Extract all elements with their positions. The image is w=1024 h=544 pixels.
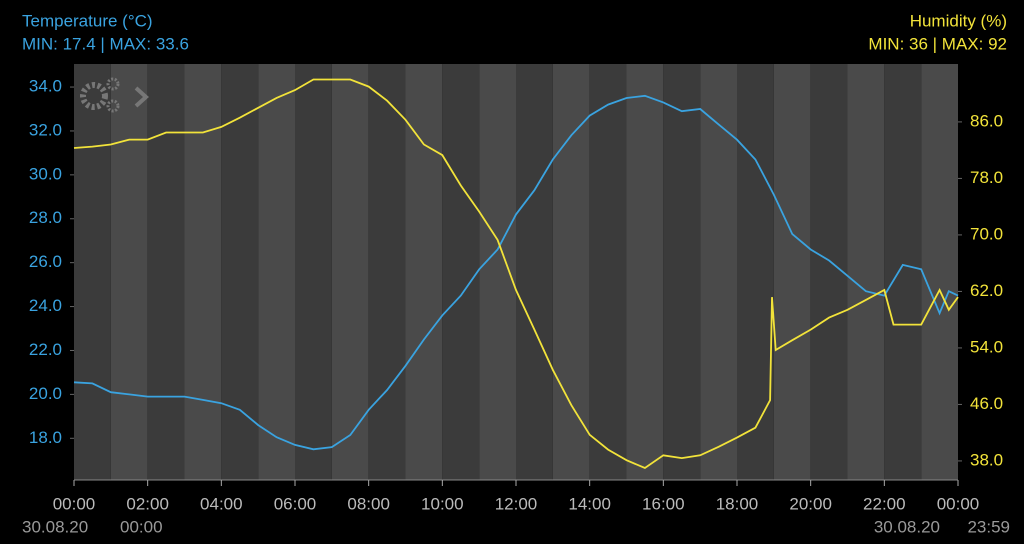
y-tick-label: 18.0: [29, 428, 62, 447]
hour-stripe: [737, 64, 774, 480]
y-tick-label: 24.0: [29, 296, 62, 315]
y2-tick-label: 78.0: [970, 168, 1003, 187]
hour-stripe: [184, 64, 222, 480]
y-tick-label: 28.0: [29, 208, 62, 227]
data-line: [73, 94, 959, 451]
hour-stripe: [847, 64, 885, 480]
hour-stripe: [921, 64, 958, 480]
range-start-time: 00:00: [120, 517, 163, 536]
y2-tick-label: 54.0: [970, 337, 1003, 356]
right-axis-stats: MIN: 36 | MAX: 92: [868, 34, 1007, 53]
right-axis-title: Humidity (%): [910, 11, 1007, 30]
hour-stripe: [552, 64, 590, 480]
y2-tick-label: 46.0: [970, 394, 1003, 413]
hour-stripe: [368, 64, 406, 480]
settings-icon[interactable]: [80, 77, 149, 113]
hour-stripe: [479, 64, 516, 480]
x-tick-label: 18:00: [716, 494, 759, 513]
hour-stripe: [773, 64, 811, 480]
x-tick-label: 02:00: [126, 494, 169, 513]
y2-tick-label: 70.0: [970, 224, 1003, 243]
hour-stripe: [700, 64, 737, 480]
hour-stripe: [810, 64, 848, 480]
x-tick-label: 14:00: [568, 494, 611, 513]
hour-stripe: [295, 64, 332, 480]
range-end-time: 23:59: [967, 517, 1010, 536]
data-line: [73, 78, 959, 470]
gear: [80, 82, 108, 110]
hour-stripe: [331, 64, 369, 480]
x-tick-label: 10:00: [421, 494, 464, 513]
range-start-date: 30.08.20: [22, 517, 88, 536]
hour-stripe: [589, 64, 627, 480]
range-end-date: 30.08.20: [874, 517, 940, 536]
hour-stripe: [405, 64, 443, 480]
gear: [106, 77, 120, 91]
x-tick-label: 04:00: [200, 494, 243, 513]
y-tick-label: 30.0: [29, 164, 62, 183]
x-tick-label: 06:00: [274, 494, 317, 513]
hour-stripe: [110, 64, 148, 480]
hour-stripe: [663, 64, 701, 480]
y2-tick-label: 38.0: [970, 450, 1003, 469]
y-tick-label: 20.0: [29, 384, 62, 403]
gear: [106, 99, 120, 113]
hour-stripe: [147, 64, 185, 480]
y-tick-label: 34.0: [29, 77, 62, 96]
y2-tick-label: 62.0: [970, 281, 1003, 300]
hour-stripe: [626, 64, 664, 480]
y-tick-label: 26.0: [29, 252, 62, 271]
stripes: [74, 64, 958, 480]
x-tick-label: 20:00: [789, 494, 832, 513]
x-tick-label: 00:00: [937, 494, 980, 513]
x-tick-label: 00:00: [53, 494, 96, 513]
hour-stripe: [258, 64, 295, 480]
x-tick-label: 12:00: [495, 494, 538, 513]
hour-stripe: [221, 64, 259, 480]
left-axis-title: Temperature (°C): [22, 11, 153, 30]
hour-stripe: [884, 64, 922, 480]
x-tick-label: 08:00: [347, 494, 390, 513]
y2-tick-label: 86.0: [970, 111, 1003, 130]
hour-stripe: [442, 64, 480, 480]
x-tick-label: 22:00: [863, 494, 906, 513]
x-tick-label: 16:00: [642, 494, 685, 513]
hour-stripe: [74, 64, 111, 480]
arrow: [134, 86, 149, 108]
y-tick-label: 32.0: [29, 120, 62, 139]
y-tick-label: 22.0: [29, 340, 62, 359]
hour-stripe: [516, 64, 553, 480]
left-axis-stats: MIN: 17.4 | MAX: 33.6: [22, 34, 189, 53]
